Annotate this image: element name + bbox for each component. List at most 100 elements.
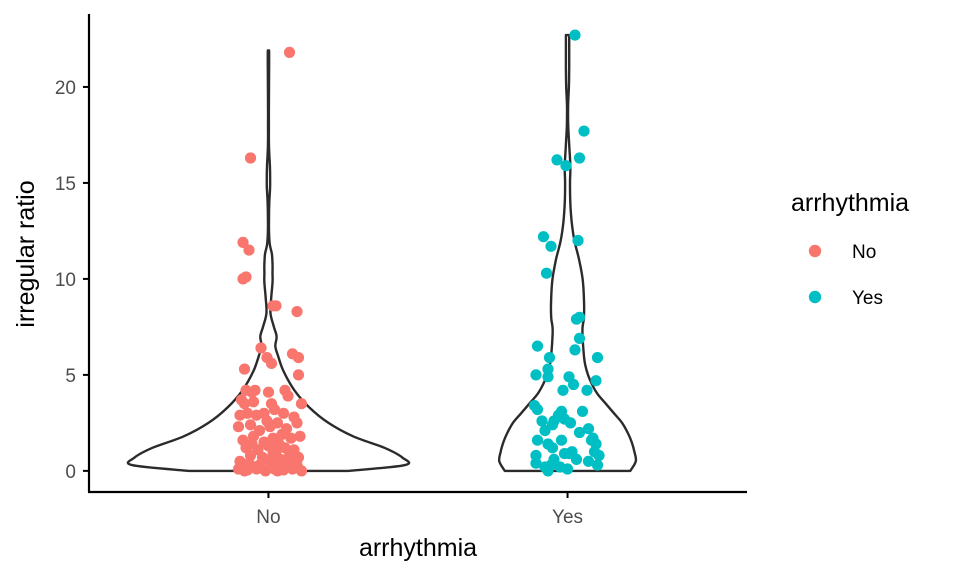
data-point-yes	[551, 154, 563, 166]
data-point-yes	[581, 384, 593, 396]
data-point-no	[283, 46, 296, 59]
data-point-no	[241, 407, 254, 419]
data-point-no	[292, 369, 305, 381]
data-point-no	[262, 386, 275, 398]
y-ticks: 0 5 10 15 20	[55, 78, 89, 483]
data-point-yes	[531, 340, 544, 352]
data-point-no	[285, 432, 297, 444]
data-point-yes	[569, 344, 581, 356]
data-point-yes	[537, 231, 550, 243]
data-point-no	[294, 430, 306, 442]
data-point-no	[243, 244, 255, 256]
data-point-yes	[573, 332, 586, 344]
data-point-no	[291, 417, 303, 429]
data-point-no	[238, 465, 251, 477]
data-point-no	[271, 465, 284, 477]
data-point-yes	[572, 234, 584, 247]
data-point-no	[249, 384, 261, 396]
data-point-yes	[530, 457, 542, 469]
data-point-no	[246, 438, 258, 450]
data-point-yes	[536, 415, 548, 427]
data-point-yes	[573, 311, 586, 323]
data-point-no	[295, 398, 308, 410]
y-axis-title: irregular ratio	[12, 180, 40, 327]
x-axis-title: arrhythmia	[359, 534, 477, 562]
data-point-yes	[530, 369, 542, 381]
violin-yes	[497, 33, 638, 473]
violin-no	[126, 49, 411, 473]
y-tick-label: 20	[55, 78, 76, 99]
data-point-no	[244, 152, 257, 164]
data-point-yes	[582, 423, 595, 435]
data-point-yes	[557, 384, 569, 396]
data-point-yes	[564, 417, 577, 429]
legend-items: No Yes	[808, 242, 883, 309]
data-point-yes	[578, 125, 590, 137]
data-point-no	[291, 306, 303, 318]
data-point-yes	[591, 459, 604, 471]
data-point-no	[273, 438, 285, 450]
data-point-yes	[543, 352, 556, 364]
data-point-yes	[531, 403, 544, 416]
data-point-no	[265, 357, 278, 369]
data-point-yes	[560, 160, 572, 172]
data-point-no	[270, 300, 282, 312]
legend: arrhythmia No Yes	[791, 189, 909, 309]
data-point-no	[237, 236, 249, 248]
data-point-yes	[531, 434, 544, 446]
data-point-no	[268, 403, 281, 416]
data-point-yes	[545, 240, 557, 252]
data-point-no	[271, 417, 284, 429]
data-point-yes	[555, 434, 568, 446]
data-point-no	[238, 398, 251, 410]
x-tick-label: Yes	[552, 507, 583, 528]
axes: 0 5 10 15 20 No Yes	[55, 14, 747, 528]
data-point-no	[237, 273, 249, 285]
data-point-no	[276, 428, 288, 440]
data-point-no	[282, 390, 294, 402]
data-point-no	[255, 342, 267, 354]
data-point-no	[249, 461, 261, 473]
legend-label: Yes	[852, 288, 883, 309]
data-point-yes	[569, 29, 581, 41]
data-point-yes	[561, 463, 574, 475]
data-point-no	[277, 407, 290, 419]
x-ticks: No Yes	[256, 492, 583, 528]
data-point-yes	[567, 378, 580, 391]
data-point-yes	[593, 449, 605, 462]
data-point-no	[261, 415, 273, 427]
data-point-yes	[570, 453, 583, 465]
data-point-no	[285, 459, 297, 471]
data-point-no	[292, 352, 305, 364]
data-point-yes	[530, 449, 542, 462]
data-point-yes	[590, 375, 602, 387]
data-point-yes	[576, 405, 589, 417]
data-point-yes	[573, 152, 586, 164]
x-tick-label: No	[256, 507, 280, 528]
data-point-no	[247, 396, 260, 408]
data-point-yes	[542, 363, 554, 375]
data-point-no	[295, 465, 308, 477]
legend-label: No	[852, 242, 876, 263]
data-point-yes	[591, 352, 604, 364]
y-tick-label: 5	[65, 366, 76, 387]
data-point-no	[238, 363, 251, 375]
data-point-no	[244, 419, 257, 431]
legend-key-yes	[808, 290, 822, 304]
data-point-yes	[539, 425, 551, 437]
data-point-yes	[582, 455, 595, 467]
data-point-yes	[542, 371, 554, 383]
violin-layer	[126, 33, 638, 473]
y-tick-label: 15	[55, 174, 76, 195]
data-point-no	[232, 421, 245, 433]
point-layer	[232, 29, 605, 477]
data-point-yes	[546, 442, 559, 454]
data-point-yes	[573, 426, 586, 439]
data-point-yes	[540, 267, 553, 279]
y-tick-label: 10	[55, 270, 76, 291]
data-point-yes	[542, 465, 554, 477]
y-tick-label: 0	[65, 462, 76, 483]
legend-title: arrhythmia	[791, 189, 909, 217]
legend-key-no	[808, 244, 822, 258]
